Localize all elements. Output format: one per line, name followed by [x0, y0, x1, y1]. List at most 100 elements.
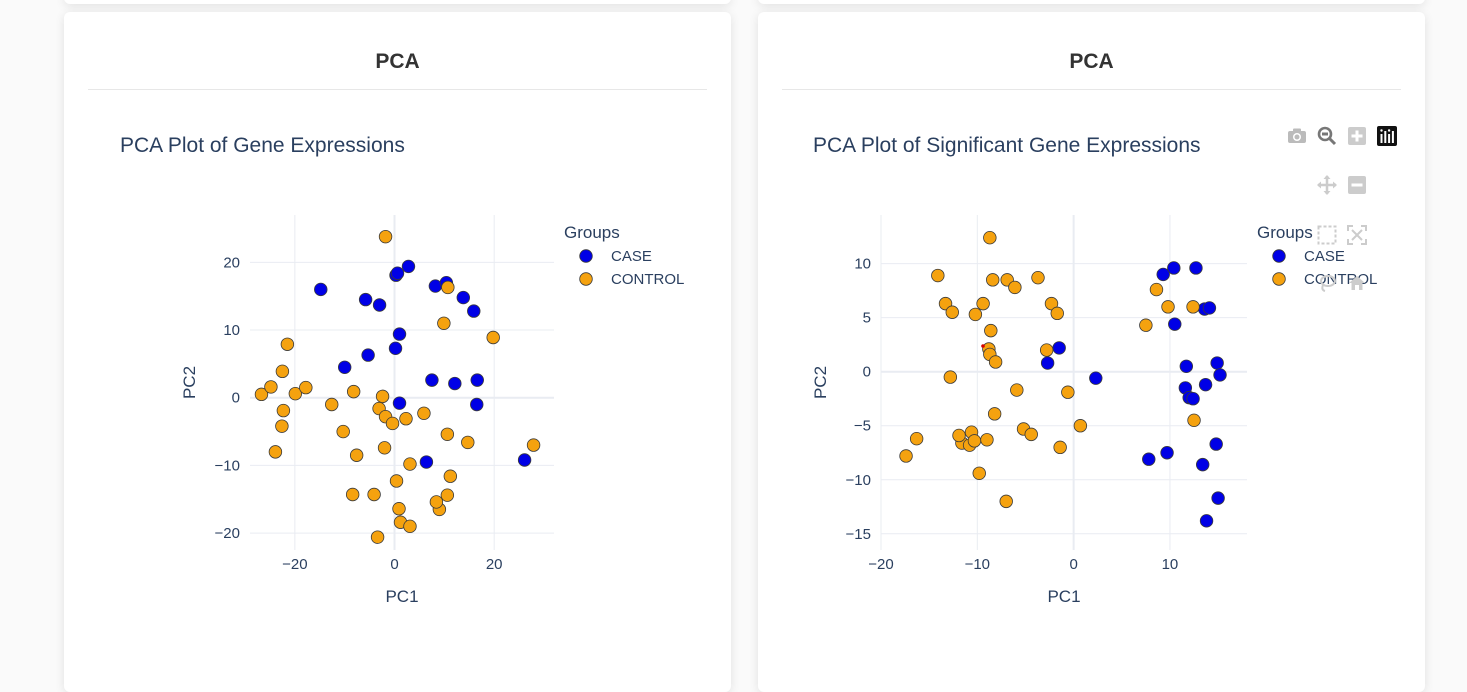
case-point [1211, 491, 1225, 505]
control-point [385, 416, 400, 431]
control-point [1031, 270, 1045, 285]
control-point [1161, 300, 1175, 314]
case-point [448, 376, 462, 391]
autoscale-icon[interactable] [1346, 224, 1368, 246]
box-select-icon[interactable] [1316, 224, 1338, 246]
control-point [336, 424, 350, 439]
control-point [1186, 300, 1200, 314]
case-point [392, 396, 407, 410]
control-point [943, 370, 958, 384]
y-tick-label: 5 [863, 310, 871, 327]
pca-card-right: PCA PCA Plot of Significant Gene Express… [758, 12, 1425, 692]
legend-entry: CONTROL [611, 271, 684, 288]
control-point [440, 427, 455, 441]
pan-icon[interactable] [1316, 174, 1338, 196]
pca-scatter-plot[interactable]: PCA Plot of Gene Expressions −20 0 20 −20 −10… [64, 12, 731, 672]
case-point [425, 373, 439, 387]
chart-title: PCA Plot of Gene Expressions [120, 134, 405, 157]
chart-title: PCA Plot of Significant Gene Expressions [813, 134, 1201, 157]
case-point [361, 348, 375, 362]
control-point [346, 384, 361, 399]
control-point [345, 487, 360, 502]
control-point [349, 448, 364, 462]
card-header: PCA [375, 50, 420, 73]
hover-cursor-dot [981, 344, 985, 348]
control-point [275, 419, 289, 433]
control-point [389, 474, 404, 488]
case-point [388, 341, 403, 356]
control-point [1024, 427, 1038, 442]
y-axis-label: PC2 [180, 366, 199, 399]
previous-card-right-edge [758, 0, 1425, 4]
case-point [358, 292, 373, 307]
control-point [276, 403, 291, 418]
y-tick-label: 10 [854, 256, 871, 273]
case-point [1199, 514, 1214, 528]
legend-title: Groups [1257, 223, 1313, 242]
lasso-select-icon[interactable] [1316, 272, 1338, 294]
case-point [1198, 377, 1213, 392]
control-point [280, 337, 295, 351]
y-tick-label: −5 [854, 418, 871, 435]
y-tick-label: 20 [223, 254, 240, 271]
download-plot-icon[interactable] [1286, 125, 1308, 147]
control-point [288, 386, 303, 401]
card-divider [88, 89, 707, 90]
y-tick-label: 0 [232, 390, 240, 407]
legend-marker [579, 249, 593, 263]
case-point [1089, 371, 1103, 385]
control-point [378, 229, 393, 244]
x-tick-label: 10 [1162, 556, 1179, 573]
case-point [1179, 359, 1194, 373]
control-point [441, 280, 455, 295]
case-point [1213, 368, 1227, 382]
case-point [1142, 452, 1156, 466]
x-tick-label: −10 [965, 556, 990, 573]
pca-significant-scatter-plot[interactable]: PCA Plot of Significant Gene Expressions… [758, 12, 1425, 672]
case-point [517, 453, 532, 467]
control-point [377, 441, 392, 455]
case-point [392, 327, 407, 341]
case-point [390, 266, 405, 280]
pca-card-left: PCA PCA Plot of Gene Expressions −20 0 20 −2… [64, 12, 731, 692]
case-point [1210, 356, 1224, 370]
y-tick-label: −20 [215, 525, 240, 542]
legend-title: Groups [564, 223, 620, 242]
control-point [1139, 318, 1153, 332]
control-point [1044, 296, 1059, 311]
y-tick-label: 10 [223, 322, 240, 339]
control-point [984, 323, 998, 338]
case-point [1167, 261, 1181, 275]
previous-card-left-edge [64, 0, 731, 4]
control-point [931, 268, 945, 283]
control-point [403, 519, 417, 534]
case-point [419, 455, 434, 469]
case-point [1202, 301, 1217, 315]
case-point [456, 290, 470, 305]
control-point [1073, 419, 1088, 433]
zoom-out-icon[interactable] [1346, 174, 1368, 196]
control-point [526, 438, 541, 452]
reset-axes-icon[interactable] [1346, 272, 1368, 294]
control-point [1010, 383, 1024, 397]
control-point [1039, 343, 1054, 357]
control-point [264, 380, 278, 394]
case-point [1209, 437, 1223, 451]
case-point [470, 397, 484, 412]
control-point [437, 316, 451, 330]
x-tick-label: 20 [486, 556, 503, 573]
zoom-icon[interactable] [1316, 125, 1338, 147]
case-point [1168, 317, 1182, 331]
legend-marker [579, 272, 593, 286]
plotly-logo-icon[interactable] [1376, 125, 1398, 147]
y-tick-label: −10 [215, 457, 240, 474]
control-point [988, 355, 1003, 369]
control-point [399, 412, 413, 426]
legend-marker [1272, 272, 1286, 286]
control-point [367, 487, 381, 502]
control-point [1008, 280, 1022, 295]
control-point [1149, 282, 1164, 297]
control-point [999, 494, 1013, 509]
y-tick-label: −15 [846, 526, 871, 543]
zoom-in-icon[interactable] [1346, 125, 1368, 147]
